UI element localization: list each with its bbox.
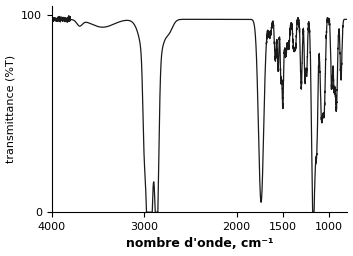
X-axis label: nombre d'onde, cm⁻¹: nombre d'onde, cm⁻¹: [126, 238, 273, 250]
Y-axis label: transmittance (%T): transmittance (%T): [6, 55, 16, 163]
